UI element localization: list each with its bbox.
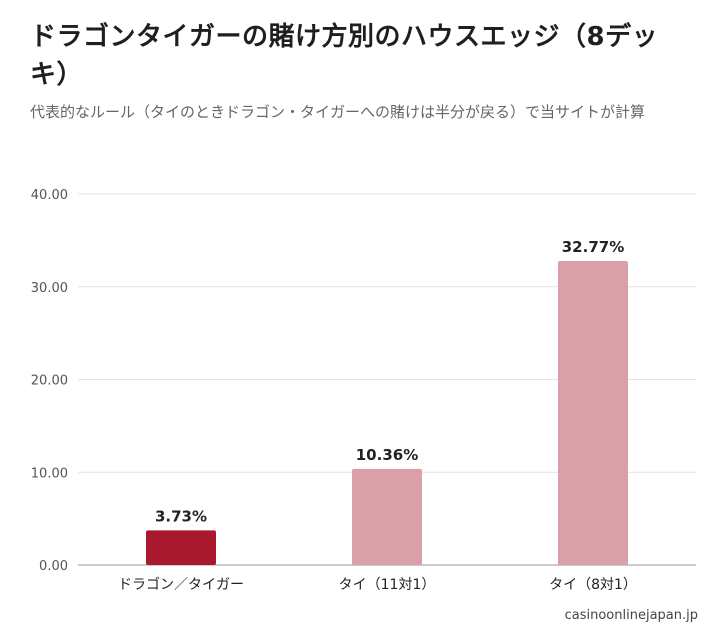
source-credit: casinoonlinejapan.jp xyxy=(564,608,698,623)
y-tick-label: 40.00 xyxy=(31,188,68,203)
category-label: ドラゴン／タイガー xyxy=(118,576,244,593)
chart-subtitle: 代表的なルール（タイのときドラゴン・タイガーへの賭けは半分が戻る）で当サイトが計… xyxy=(30,103,646,121)
data-label: 10.36% xyxy=(356,446,418,464)
y-tick-label: 20.00 xyxy=(31,374,68,389)
data-label: 32.77% xyxy=(562,238,624,256)
data-label: 3.73% xyxy=(155,507,207,525)
bar xyxy=(352,468,422,565)
category-label: タイ（8対1） xyxy=(549,577,637,593)
category-label: タイ（11対1） xyxy=(339,577,436,593)
y-tick-label: 0.00 xyxy=(39,559,68,574)
bar xyxy=(558,261,628,565)
y-tick-label: 30.00 xyxy=(31,281,68,296)
chart-title: ドラゴンタイガーの賭け方別のハウスエッジ（8デッキ） xyxy=(30,22,659,90)
bar xyxy=(146,530,216,565)
y-tick-label: 10.00 xyxy=(31,466,68,481)
